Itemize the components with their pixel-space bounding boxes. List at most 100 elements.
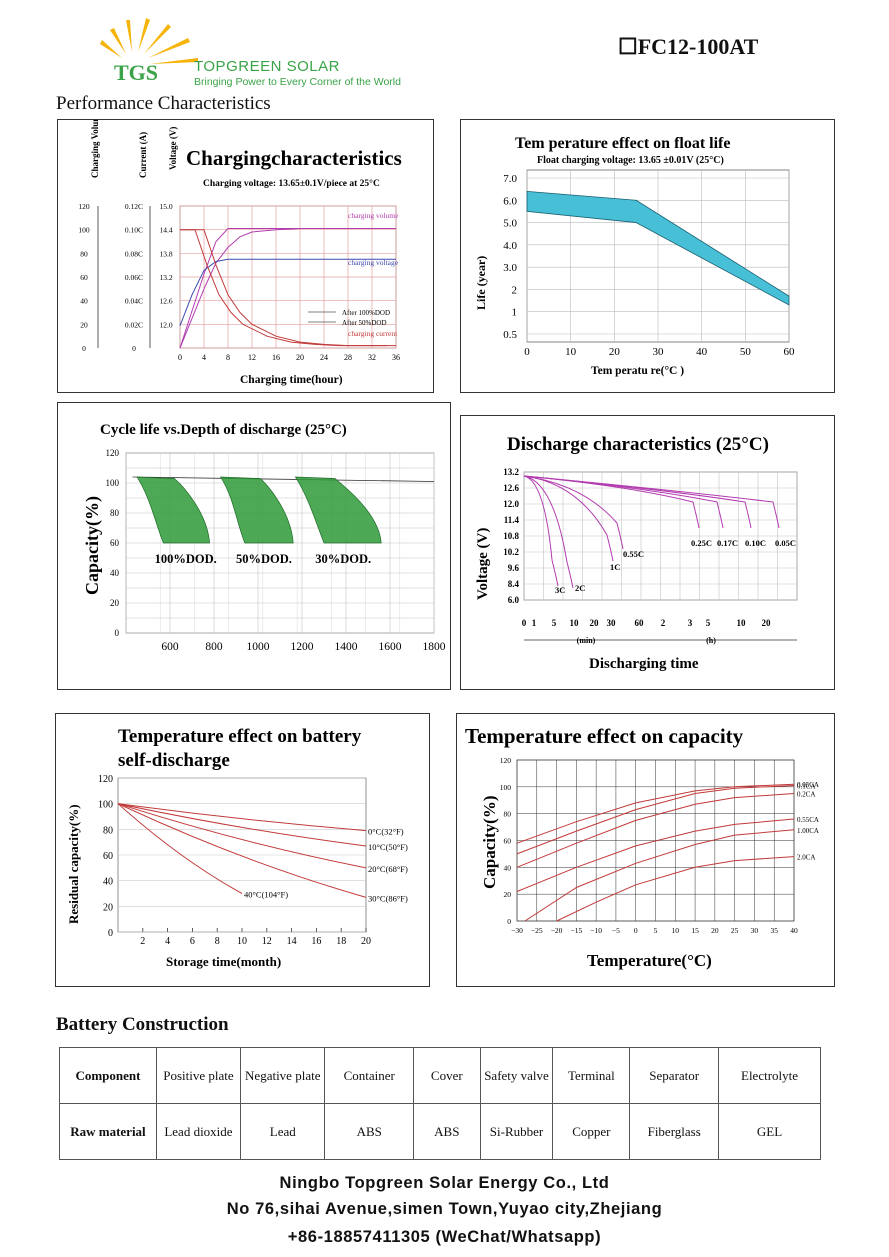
y-tick-label: 20 — [504, 890, 512, 899]
series-line-charging-voltage — [179, 258, 396, 326]
discharge-chart-panel: Discharge characteristics (25°C) Voltage… — [460, 415, 835, 690]
construction-table: Component Positive plate Negative plate … — [59, 1047, 821, 1160]
brand-name: TOPGREEN SOLAR — [194, 58, 340, 75]
table-cell: Separator — [629, 1047, 720, 1104]
table-cell: GEL — [718, 1103, 821, 1160]
table-cell: Raw material — [59, 1103, 157, 1160]
y-tick-label: 12.6 — [503, 483, 519, 493]
float-life-chart-panel: Tem perature effect on float life Float … — [460, 119, 835, 393]
series-label-charging-volume: charging volume — [348, 211, 399, 220]
curve-label: 0.17C — [717, 538, 738, 548]
table-cell: Positive plate — [155, 1047, 242, 1104]
voltage-tick-label: 15.0 — [159, 202, 172, 211]
y-tick-label: 0.5 — [503, 329, 517, 341]
current-tick-label: 0 — [132, 344, 136, 353]
table-cell: Electrolyte — [718, 1047, 821, 1104]
y-tick-label: 100 — [500, 783, 512, 792]
x-tick-label: 4 — [165, 936, 170, 947]
footer-address: No 76,sihai Avenue,simen Town,Yuyao city… — [226, 1200, 663, 1218]
x-tick-label: 12 — [262, 936, 272, 947]
voltage-tick-label: 12.6 — [159, 297, 172, 306]
x-tick-label: 10 — [565, 346, 577, 358]
table-cell: Container — [324, 1047, 414, 1104]
curve-label: 0.05C — [775, 538, 796, 548]
table-row: Raw material Lead dioxide Lead ABS ABS S… — [59, 1103, 821, 1160]
y-tick-label: 60 — [110, 538, 120, 548]
x-tick-label: 0 — [524, 346, 530, 358]
voltage-tick-label: 14.4 — [159, 226, 172, 235]
current-tick-label: 0.02C — [125, 320, 143, 329]
capacity-line — [516, 793, 795, 868]
x-tick-label: 4 — [202, 353, 206, 362]
discharge-chart: Discharge characteristics (25°C) Voltage… — [475, 434, 798, 672]
performance-title: Performance Characteristics — [56, 93, 271, 114]
x-tick-label: 1200 — [291, 641, 314, 653]
table-cell: Terminal — [552, 1047, 631, 1104]
capacity-line — [516, 785, 795, 855]
discharge-y-label: Voltage (V) — [475, 528, 491, 600]
discharge-curve — [523, 475, 614, 562]
y-tick-label: 60 — [103, 851, 113, 862]
curve-label: 0.55C — [623, 549, 644, 559]
x-tick-label: 30 — [607, 618, 617, 628]
float-life-chart: Tem perature effect on float life Float … — [474, 135, 795, 377]
capacity-line — [556, 856, 795, 922]
x-tick-label: 0 — [634, 926, 638, 935]
temp-capacity-title: Temperature effect on capacity — [465, 724, 744, 748]
table-cell: Safety valve — [479, 1047, 554, 1104]
cycle-life-chart: Cycle life vs.Depth of discharge (25°C) … — [82, 422, 446, 653]
curve-label: 3C — [555, 585, 565, 595]
current-tick-label: 0.08C — [125, 249, 143, 258]
series-label-charging-voltage: charging voltage — [348, 258, 399, 267]
y-tick-label: 120 — [500, 756, 512, 765]
x-unit-label: (h) — [706, 636, 716, 645]
voltage-tick-label: 12.0 — [159, 320, 172, 329]
y-tick-label: 0 — [108, 928, 113, 939]
discharge-curve — [523, 475, 624, 550]
y-tick-label: 13.2 — [503, 467, 519, 477]
x-tick-label: 16 — [311, 936, 321, 947]
x-tick-label: 2 — [140, 936, 145, 947]
x-tick-label: 20 — [590, 618, 600, 628]
x-tick-label: 1 — [532, 618, 537, 628]
volume-tick-label: 40 — [80, 297, 88, 306]
series-label: 30°C(86°F) — [368, 893, 408, 903]
y-tick-label: 4.0 — [503, 240, 517, 252]
x-unit-label: (min) — [577, 636, 596, 645]
self-discharge-x-label: Storage time(month) — [166, 954, 281, 969]
self-discharge-line — [117, 803, 367, 898]
x-tick-label: 12 — [248, 353, 256, 362]
y-tick-label: 1 — [512, 307, 518, 319]
cycle-life-y-label: Capacity(%) — [82, 496, 103, 595]
x-tick-label: 10 — [737, 618, 747, 628]
y-tick-label: 20 — [103, 902, 113, 913]
x-tick-label: 60 — [635, 618, 645, 628]
self-discharge-chart: Temperature effect on battery self-disch… — [66, 726, 408, 969]
x-tick-label: 1600 — [379, 641, 402, 653]
y-tick-label: 2 — [512, 284, 518, 296]
charging-chart-subtitle: Charging voltage: 13.65±0.1V/piece at 25… — [203, 178, 380, 189]
cycle-life-band — [294, 476, 382, 544]
y-tick-label: 8.4 — [508, 579, 520, 589]
y-label-volume: Charging Volume (%) — [90, 120, 100, 178]
y-tick-label: 7.0 — [503, 173, 517, 185]
y-tick-label: 0 — [507, 917, 511, 926]
series-line-charging-volume — [179, 228, 396, 349]
x-tick-label: 8 — [226, 353, 230, 362]
current-tick-label: 0.10C — [125, 226, 143, 235]
volume-tick-label: 60 — [80, 273, 88, 282]
self-discharge-y-label: Residual capacity(%) — [66, 804, 81, 924]
series-label: 0.2CA — [797, 791, 815, 799]
table-cell: ABS — [412, 1103, 481, 1160]
x-tick-label: 40 — [790, 926, 798, 935]
cycle-life-band — [136, 476, 210, 544]
current-tick-label: 0.06C — [125, 273, 143, 282]
y-tick-label: 6.0 — [508, 595, 520, 605]
capacity-line — [516, 818, 795, 892]
legend-entry: After 100%DOD — [342, 309, 390, 317]
x-tick-label: 600 — [161, 641, 179, 653]
x-tick-label: 5 — [552, 618, 557, 628]
y-label-voltage: Voltage (V) — [168, 127, 178, 170]
float-life-x-label: Tem peratu re(°C ) — [591, 365, 684, 377]
x-tick-label: 1800 — [423, 641, 446, 653]
